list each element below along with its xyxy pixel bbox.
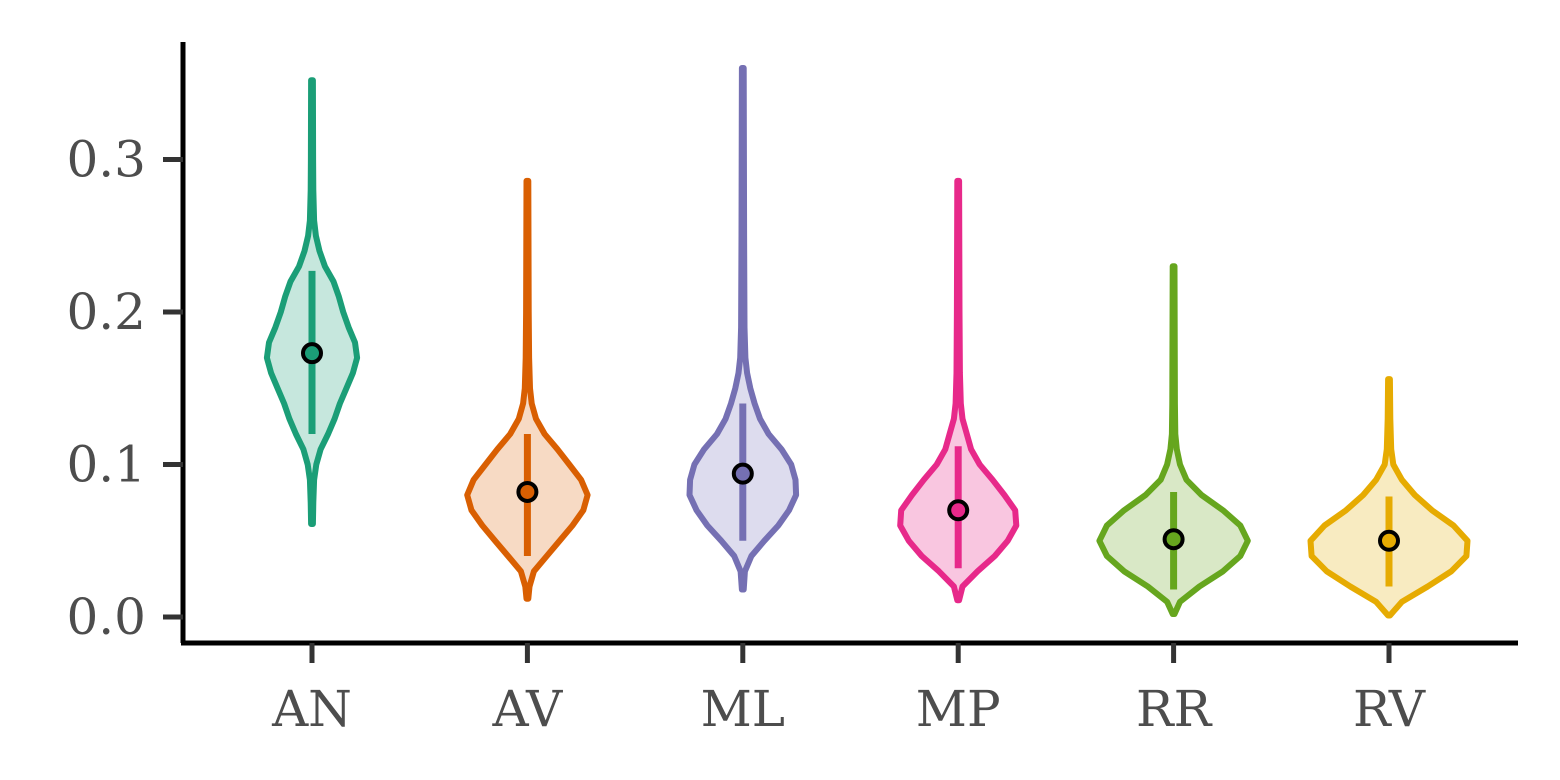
violin-rr xyxy=(1096,263,1251,617)
violin-rv xyxy=(1307,376,1471,619)
x-ticks: AN AV ML MP RR RV xyxy=(271,643,1426,738)
y-tick-label: 0.3 xyxy=(66,131,146,189)
median-point-mp xyxy=(947,499,970,522)
x-tick-label-mp: MP xyxy=(916,680,1001,738)
x-tick-label-rv: RV xyxy=(1353,680,1426,738)
y-tick-label: 0.1 xyxy=(66,436,146,494)
x-tick-label-an: AN xyxy=(271,680,352,738)
violin-ml xyxy=(686,65,800,593)
median-point-av xyxy=(516,480,539,503)
y-tick-label: 0.2 xyxy=(66,283,146,341)
violin-body-ml xyxy=(686,65,800,593)
x-tick-label-ml: ML xyxy=(701,680,785,738)
violin-layer xyxy=(263,65,1471,619)
violin-body-av xyxy=(464,177,591,602)
median-point-an xyxy=(301,342,323,365)
violin-body-rr xyxy=(1096,263,1251,617)
y-tick-label: 0.0 xyxy=(66,588,146,646)
violin-body-mp xyxy=(897,177,1020,604)
violin-av xyxy=(464,177,591,602)
axes xyxy=(180,42,1518,646)
median-point-rr xyxy=(1162,528,1185,551)
median-point-rv xyxy=(1378,529,1400,552)
y-ticks: 0.0 0.1 0.2 0.3 xyxy=(66,131,183,646)
violin-mp xyxy=(897,177,1020,604)
violin-an xyxy=(263,77,361,527)
median-point-ml xyxy=(731,462,754,485)
x-tick-label-rr: RR xyxy=(1136,680,1213,738)
x-tick-label-av: AV xyxy=(492,680,564,738)
